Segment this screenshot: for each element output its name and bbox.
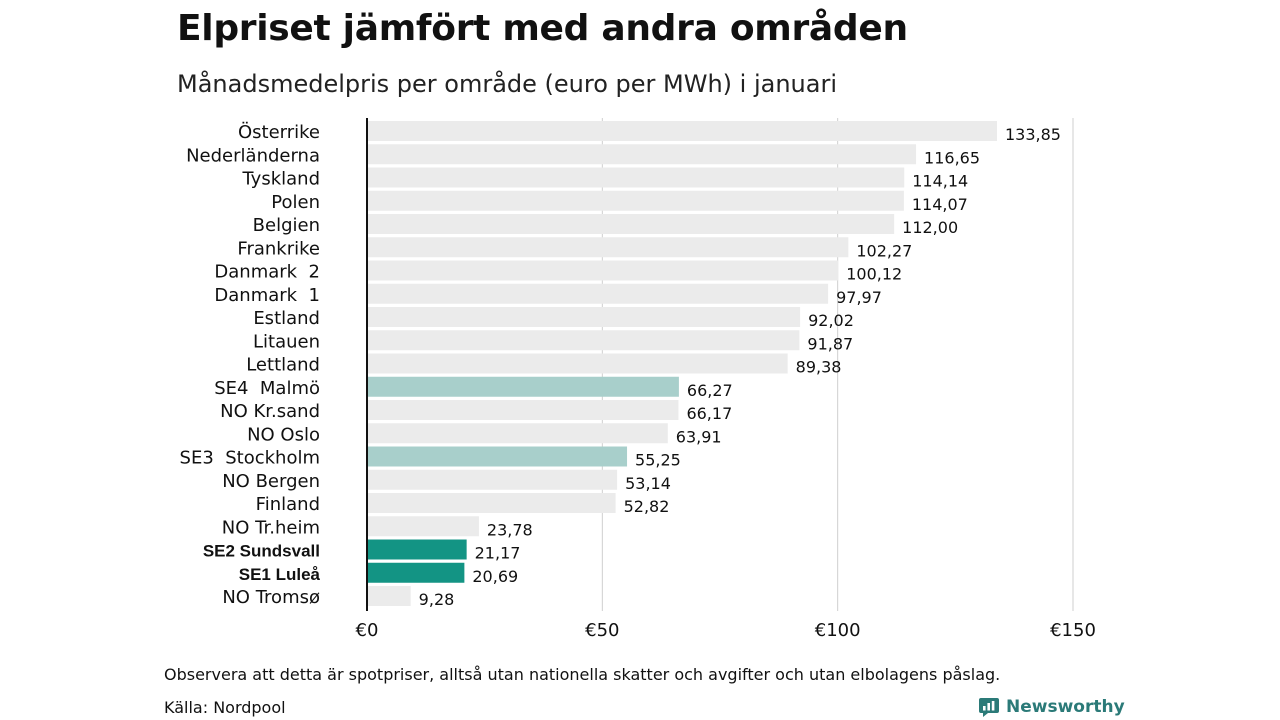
category-label-no-kr-sand: NO Kr.sand <box>220 401 320 422</box>
category-label-osterrike: Österrike <box>238 121 320 143</box>
x-tick-label-50: €50 <box>585 620 619 641</box>
value-label-frankrike: 102,27 <box>856 241 912 260</box>
value-label-finland: 52,82 <box>624 497 670 516</box>
value-label-belgien: 112,00 <box>902 218 958 237</box>
value-label-litauen: 91,87 <box>807 334 853 353</box>
bar-se1-lulea <box>367 562 465 583</box>
category-label-litauen: Litauen <box>253 331 320 352</box>
value-label-se4-malmo: 66,27 <box>687 381 733 400</box>
footnote: Observera att detta är spotpriser, allts… <box>164 665 1001 684</box>
value-label-danmark-2: 100,12 <box>846 265 902 284</box>
newsworthy-logo: Newsworthy <box>978 694 1125 720</box>
bar-no-tr-heim <box>367 516 479 537</box>
bar-se3-stockholm <box>367 446 628 467</box>
category-label-danmark-2: Danmark 2 <box>214 262 320 283</box>
value-label-danmark-1: 97,97 <box>836 288 882 307</box>
tick-labels: €0 €50 €100 €150 <box>356 620 1096 641</box>
source-credit: Källa: Nordpool <box>164 698 286 717</box>
bar-no-kr-sand <box>367 400 679 420</box>
value-label-no-bergen: 53,14 <box>625 474 671 493</box>
bar-frankrike <box>367 237 849 258</box>
value-label-se1-lulea: 20,69 <box>472 567 518 586</box>
value-label-lettland: 89,38 <box>796 358 842 377</box>
newsworthy-logo-icon <box>979 698 999 717</box>
category-label-no-tr-heim: NO Tr.heim <box>222 517 320 538</box>
category-label-no-bergen: NO Bergen <box>222 471 320 492</box>
bar-belgien <box>367 214 895 234</box>
bar-se2-sundsvall <box>367 539 467 560</box>
bar-nederlanderna <box>367 144 917 165</box>
bar-lettland <box>367 353 788 374</box>
bar-tyskland <box>367 167 905 188</box>
category-label-belgien: Belgien <box>253 215 320 236</box>
value-label-osterrike: 133,85 <box>1005 125 1061 144</box>
category-label-frankrike: Frankrike <box>237 238 320 259</box>
category-label-danmark-1: Danmark 1 <box>214 285 320 306</box>
value-label-no-kr-sand: 66,17 <box>686 404 732 423</box>
category-label-se3-stockholm: SE3 Stockholm <box>180 448 320 469</box>
x-tick-label-150: €150 <box>1050 620 1096 641</box>
value-label-se2-sundsvall: 21,17 <box>475 544 521 563</box>
value-label-polen: 114,07 <box>912 195 968 214</box>
value-label-no-oslo: 63,91 <box>676 427 722 446</box>
category-label-finland: Finland <box>256 494 320 515</box>
category-label-se2-sundsvall: SE2 Sundsvall <box>203 542 320 561</box>
value-label-tyskland: 114,14 <box>912 172 968 191</box>
bar-danmark-1 <box>367 283 829 304</box>
value-labels: 133,85 116,65 114,14 114,07 112,00 102,27 100,… <box>419 125 1061 609</box>
category-label-nederlanderna: Nederländerna <box>186 145 320 166</box>
category-label-se4-malmo: SE4 Malmö <box>214 378 320 399</box>
value-label-se3-stockholm: 55,25 <box>635 451 681 470</box>
logo-text: Newsworthy <box>1006 697 1125 717</box>
category-label-no-tromso: NO Tromsø <box>222 587 320 608</box>
category-label-polen: Polen <box>271 192 320 213</box>
value-label-no-tromso: 9,28 <box>419 590 455 609</box>
value-label-estland: 92,02 <box>808 311 854 330</box>
bar-se4-malmo <box>367 376 679 397</box>
bar-polen <box>367 190 904 211</box>
bar-no-oslo <box>367 423 668 444</box>
bar-no-tromso <box>367 586 411 606</box>
category-label-lettland: Lettland <box>246 355 320 376</box>
x-tick-label-100: €100 <box>815 620 861 641</box>
bars <box>367 121 997 606</box>
value-label-nederlanderna: 116,65 <box>924 148 980 167</box>
bar-litauen <box>367 330 800 351</box>
category-label-tyskland: Tyskland <box>241 169 320 190</box>
bar-finland <box>367 493 616 513</box>
value-label-no-tr-heim: 23,78 <box>487 520 533 539</box>
chart-subtitle: Månadsmedelpris per område (euro per MWh… <box>177 70 838 98</box>
bar-chart: 133,85 116,65 114,14 114,07 112,00 102,27 100,… <box>180 118 1096 641</box>
x-tick-label-0: €0 <box>356 620 379 641</box>
bar-estland <box>367 307 801 327</box>
bar-no-bergen <box>367 469 618 490</box>
chart-title: Elpriset jämfört med andra områden <box>177 8 908 49</box>
bar-danmark-2 <box>367 260 839 281</box>
category-label-se1-lulea: SE1 Luleå <box>239 565 321 584</box>
category-label-no-oslo: NO Oslo <box>247 424 320 445</box>
category-label-estland: Estland <box>253 308 320 329</box>
bar-osterrike <box>367 121 997 141</box>
